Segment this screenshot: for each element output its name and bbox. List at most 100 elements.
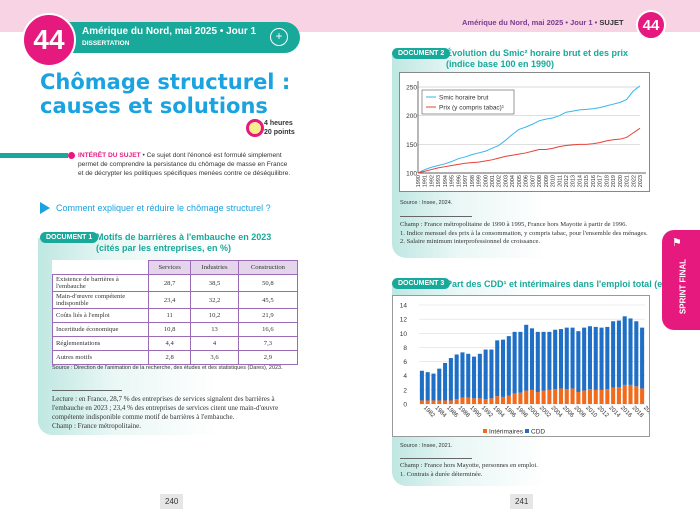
x-tick-label: 2022 bbox=[631, 175, 637, 187]
x-tick-label: 2014 bbox=[577, 175, 583, 187]
table-row: Main-d'œuvre compétente indisponible 23,4… bbox=[52, 291, 299, 309]
x-tick-label: 1993 bbox=[436, 175, 442, 187]
bar-intérimaires bbox=[553, 389, 558, 404]
bar-cdd bbox=[611, 321, 616, 388]
table-cell: 50,8 bbox=[237, 274, 299, 292]
x-tick-label: 2000 bbox=[483, 175, 489, 187]
table-cell: 23,4 bbox=[147, 291, 192, 309]
subject-number: 44 bbox=[22, 13, 76, 67]
bar-intérimaires bbox=[483, 399, 488, 404]
bar-cdd bbox=[524, 324, 529, 391]
bar-cdd bbox=[605, 326, 610, 390]
table-cell: 13 bbox=[190, 322, 239, 337]
table-cell: 4,4 bbox=[147, 336, 192, 351]
bar-cdd bbox=[564, 327, 569, 390]
bar-intérimaires bbox=[570, 388, 575, 404]
bar-intérimaires bbox=[599, 389, 604, 404]
x-tick-label: 2015 bbox=[584, 175, 590, 187]
note-1: 1. Contrats à durée déterminée. bbox=[400, 470, 483, 478]
x-tick-label: 1998 bbox=[470, 175, 476, 187]
bar-intérimaires bbox=[634, 386, 639, 404]
bar-cdd bbox=[506, 336, 511, 396]
x-tick-label: 2002 bbox=[497, 175, 503, 187]
bar-intérimaires bbox=[448, 400, 453, 404]
x-tick-label: 2002 bbox=[538, 405, 552, 419]
bar-cdd bbox=[454, 354, 459, 400]
note-champ: Champ : France hors Mayotte, personnes e… bbox=[400, 462, 538, 469]
doc1-title-line-2: (cités par les entreprises, en %) bbox=[96, 243, 232, 253]
y-tick-label: 6 bbox=[403, 359, 407, 366]
legend-box bbox=[421, 89, 515, 115]
y-tick-label: 14 bbox=[400, 303, 408, 310]
x-tick-label: 1995 bbox=[450, 175, 456, 187]
column-header bbox=[52, 260, 149, 275]
bar-intérimaires bbox=[529, 389, 535, 404]
x-tick-label: 2023 bbox=[638, 175, 644, 187]
table-cell: 11 bbox=[147, 308, 192, 323]
flag-icon: ⚑ bbox=[672, 237, 682, 249]
bar-intérimaires bbox=[443, 400, 448, 404]
table-cell: 3,6 bbox=[190, 350, 239, 365]
bar-intérimaires bbox=[576, 391, 581, 404]
bar-intérimaires bbox=[472, 398, 477, 404]
note-1: 1. Indice mensuel des prix à la consomma… bbox=[400, 229, 648, 237]
bar-intérimaires bbox=[454, 399, 459, 404]
x-tick-label: 2008 bbox=[537, 175, 543, 187]
sprint-final-tab[interactable]: ⚑ SPRINT FINAL bbox=[662, 230, 700, 330]
x-tick-label: 1982 bbox=[422, 405, 436, 419]
table-cell: 10,2 bbox=[190, 308, 239, 323]
legend-swatch bbox=[525, 429, 529, 433]
x-tick-label: 2012 bbox=[596, 405, 610, 419]
x-tick-label: 2006 bbox=[561, 405, 575, 419]
interet-bar bbox=[0, 153, 68, 158]
x-tick-label: 2020 bbox=[618, 175, 624, 187]
y-tick-label: 150 bbox=[406, 142, 417, 149]
bar-cdd bbox=[500, 339, 506, 397]
footnote-divider bbox=[400, 216, 472, 217]
bar-intérimaires bbox=[611, 387, 616, 404]
y-tick-label: 0 bbox=[403, 402, 407, 409]
interet-text: • Ce sujet dont l'énoncé est formulé sim… bbox=[78, 152, 291, 178]
legend-label: Smic horaire brut bbox=[439, 95, 489, 102]
x-tick-label: 1994 bbox=[491, 405, 505, 419]
running-header-sujet: SUJET bbox=[599, 18, 624, 27]
row-label: Main-d'œuvre compétente indisponible bbox=[52, 291, 149, 309]
title-line-2: causes et solutions bbox=[40, 94, 268, 118]
document-3-badge: DOCUMENT 3 bbox=[392, 278, 451, 289]
table-row: Autres motifs 2,8 3,6 2,9 bbox=[52, 350, 299, 365]
document-3-title: Part des CDD¹ et intérimaires dans l'emp… bbox=[446, 279, 682, 289]
table-header-row: Services Industries Construction bbox=[52, 260, 299, 275]
column-header: Services bbox=[147, 260, 192, 275]
bar-intérimaires bbox=[616, 387, 621, 404]
bullet-icon bbox=[68, 152, 75, 159]
bar-intérimaires bbox=[564, 389, 569, 404]
bar-cdd bbox=[466, 353, 471, 398]
y-tick-label: 200 bbox=[406, 113, 417, 120]
note-champ: Champ : France métropolitaine. bbox=[52, 422, 142, 430]
note-2: 2. Salaire minimum interprofessionnel de… bbox=[400, 238, 541, 246]
column-header: Construction bbox=[237, 260, 299, 275]
bar-cdd bbox=[472, 356, 477, 399]
y-tick-label: 12 bbox=[400, 317, 408, 324]
subject-number-right: 44 bbox=[636, 10, 666, 40]
row-label: Réglementations bbox=[52, 336, 149, 351]
bar-cdd bbox=[437, 368, 442, 401]
bar-cdd bbox=[582, 327, 587, 391]
table-cell: 10,8 bbox=[147, 322, 192, 337]
bar-intérimaires bbox=[466, 397, 471, 404]
document-3-source: Source : Insee, 2021. bbox=[400, 443, 453, 449]
bar-cdd bbox=[634, 321, 639, 387]
x-tick-label: 2000 bbox=[526, 405, 540, 419]
interet-label: INTÉRÊT DU SUJET bbox=[78, 152, 141, 159]
document-1-notes: Lecture : en France, 28,7 % des entrepri… bbox=[52, 395, 302, 431]
y-tick-label: 4 bbox=[403, 373, 407, 380]
x-tick-label: 1991 bbox=[423, 175, 429, 187]
bar-cdd bbox=[535, 331, 540, 392]
x-tick-label: 1998 bbox=[515, 405, 529, 419]
bar-intérimaires bbox=[460, 397, 465, 404]
running-header: Amérique du Nord, mai 2025 • Jour 1 • SU… bbox=[462, 18, 624, 27]
x-tick-label: 2017 bbox=[598, 175, 604, 187]
legend-swatch bbox=[483, 429, 487, 433]
running-header-text: Amérique du Nord, mai 2025 • Jour 1 • bbox=[462, 18, 600, 27]
table-cell: 7,3 bbox=[237, 336, 299, 351]
